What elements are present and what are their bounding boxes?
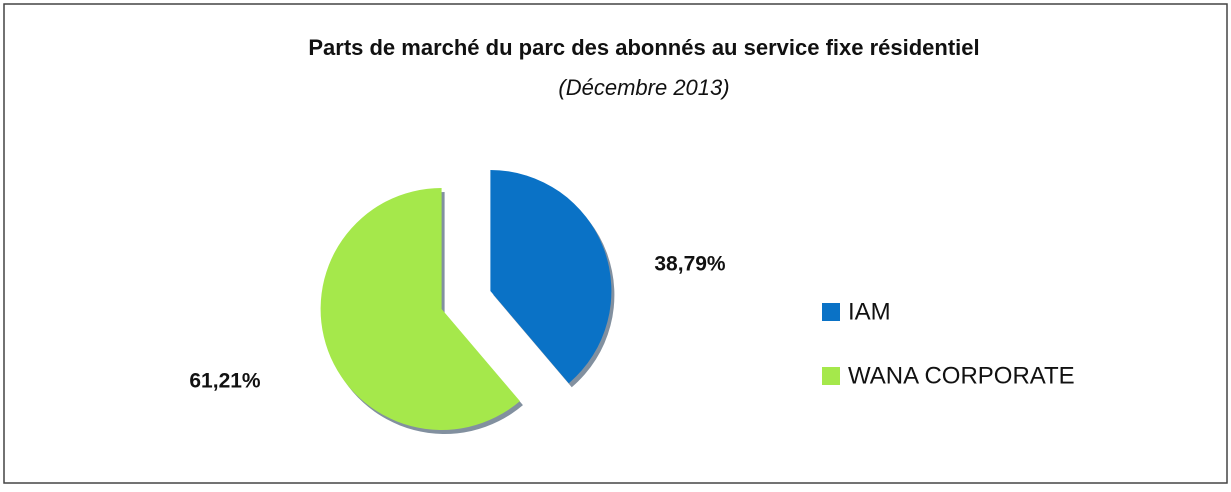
pie-slice	[320, 187, 520, 430]
legend-swatch	[822, 303, 840, 321]
chart-title: Parts de marché du parc des abonnés au s…	[308, 35, 979, 60]
pie-slice	[490, 170, 612, 384]
legend-label: IAM	[848, 298, 891, 325]
legend-swatch	[822, 367, 840, 385]
data-label: 61,21%	[189, 370, 261, 393]
data-label: 38,79%	[654, 253, 726, 276]
legend-label: WANA CORPORATE	[848, 362, 1075, 389]
chart-subtitle: (Décembre 2013)	[558, 75, 729, 100]
chart-frame	[3, 3, 1228, 484]
